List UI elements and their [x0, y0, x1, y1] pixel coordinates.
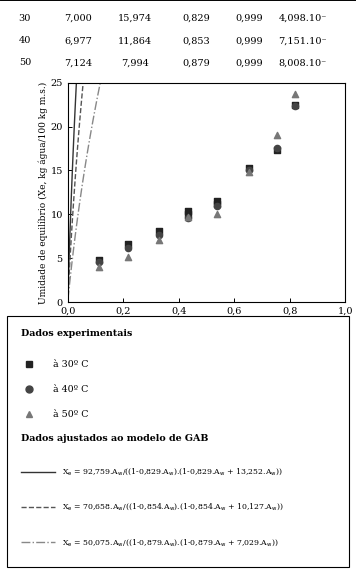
Point [156, 226, 162, 235]
Text: 0,853: 0,853 [182, 36, 210, 45]
Point [185, 210, 190, 219]
Point [214, 197, 220, 206]
Text: 40: 40 [19, 36, 31, 45]
Text: 0,879: 0,879 [182, 59, 210, 67]
Point [214, 210, 220, 219]
Point [156, 235, 162, 245]
Point [274, 131, 280, 140]
X-axis label: Atividade de água (Aᵤ): Atividade de água (Aᵤ) [148, 321, 265, 331]
Point [214, 200, 220, 209]
Text: 7,151.10⁻: 7,151.10⁻ [278, 36, 327, 45]
Text: 8,008.10⁻: 8,008.10⁻ [278, 59, 327, 67]
Text: 6,977: 6,977 [64, 36, 92, 45]
Point [185, 213, 190, 222]
Text: 7,124: 7,124 [64, 59, 93, 67]
Y-axis label: Umidade de equilíbrio (Xe, kg água/100 kg m.s.): Umidade de equilíbrio (Xe, kg água/100 k… [38, 82, 48, 303]
Point [246, 166, 252, 175]
Point [274, 144, 280, 153]
Text: 7,000: 7,000 [64, 14, 92, 23]
Text: 15,974: 15,974 [118, 14, 152, 23]
Point [96, 255, 102, 264]
Point [125, 239, 130, 249]
Text: X$_\mathrm{e}$ = 92,759.A$_\mathrm{w}$/((1-0,829.A$_\mathrm{w}$).(1-0,829.A$_\ma: X$_\mathrm{e}$ = 92,759.A$_\mathrm{w}$/(… [62, 466, 283, 477]
Point [96, 258, 102, 267]
Point [293, 89, 298, 99]
Point [125, 243, 130, 253]
Text: 0,999: 0,999 [235, 59, 263, 67]
Text: 11,864: 11,864 [118, 36, 152, 45]
Point [96, 263, 102, 272]
Point [293, 100, 298, 109]
Text: 50: 50 [19, 59, 31, 67]
Point [293, 102, 298, 111]
Text: Dados ajustados ao modelo de GAB: Dados ajustados ao modelo de GAB [21, 434, 208, 443]
Text: 0,999: 0,999 [235, 36, 263, 45]
FancyBboxPatch shape [7, 316, 349, 567]
Text: 4,098.10⁻: 4,098.10⁻ [278, 14, 327, 23]
Point [185, 213, 190, 222]
Point [125, 253, 130, 262]
Text: à 50º C: à 50º C [53, 410, 89, 418]
Point [156, 230, 162, 239]
Text: X$_\mathrm{e}$ = 50,075.A$_\mathrm{w}$/((1-0,879.A$_\mathrm{w}$).(1-0,879.A$_\ma: X$_\mathrm{e}$ = 50,075.A$_\mathrm{w}$/(… [62, 536, 278, 548]
Text: Dados experimentais: Dados experimentais [21, 329, 132, 338]
Text: 7,994: 7,994 [121, 59, 149, 67]
Text: à 30º C: à 30º C [53, 360, 89, 368]
Point [246, 168, 252, 177]
Point [185, 206, 190, 215]
Point [214, 202, 220, 211]
Text: 0,999: 0,999 [235, 14, 263, 23]
Point [246, 163, 252, 172]
Text: X$_\mathrm{e}$ = 70,658.A$_\mathrm{w}$/((1-0,854.A$_\mathrm{w}$).(1-0,854.A$_\ma: X$_\mathrm{e}$ = 70,658.A$_\mathrm{w}$/(… [62, 502, 283, 512]
Text: à 40º C: à 40º C [53, 385, 89, 393]
Text: 0,829: 0,829 [182, 14, 210, 23]
Point [274, 146, 280, 155]
Text: 30: 30 [19, 14, 31, 23]
